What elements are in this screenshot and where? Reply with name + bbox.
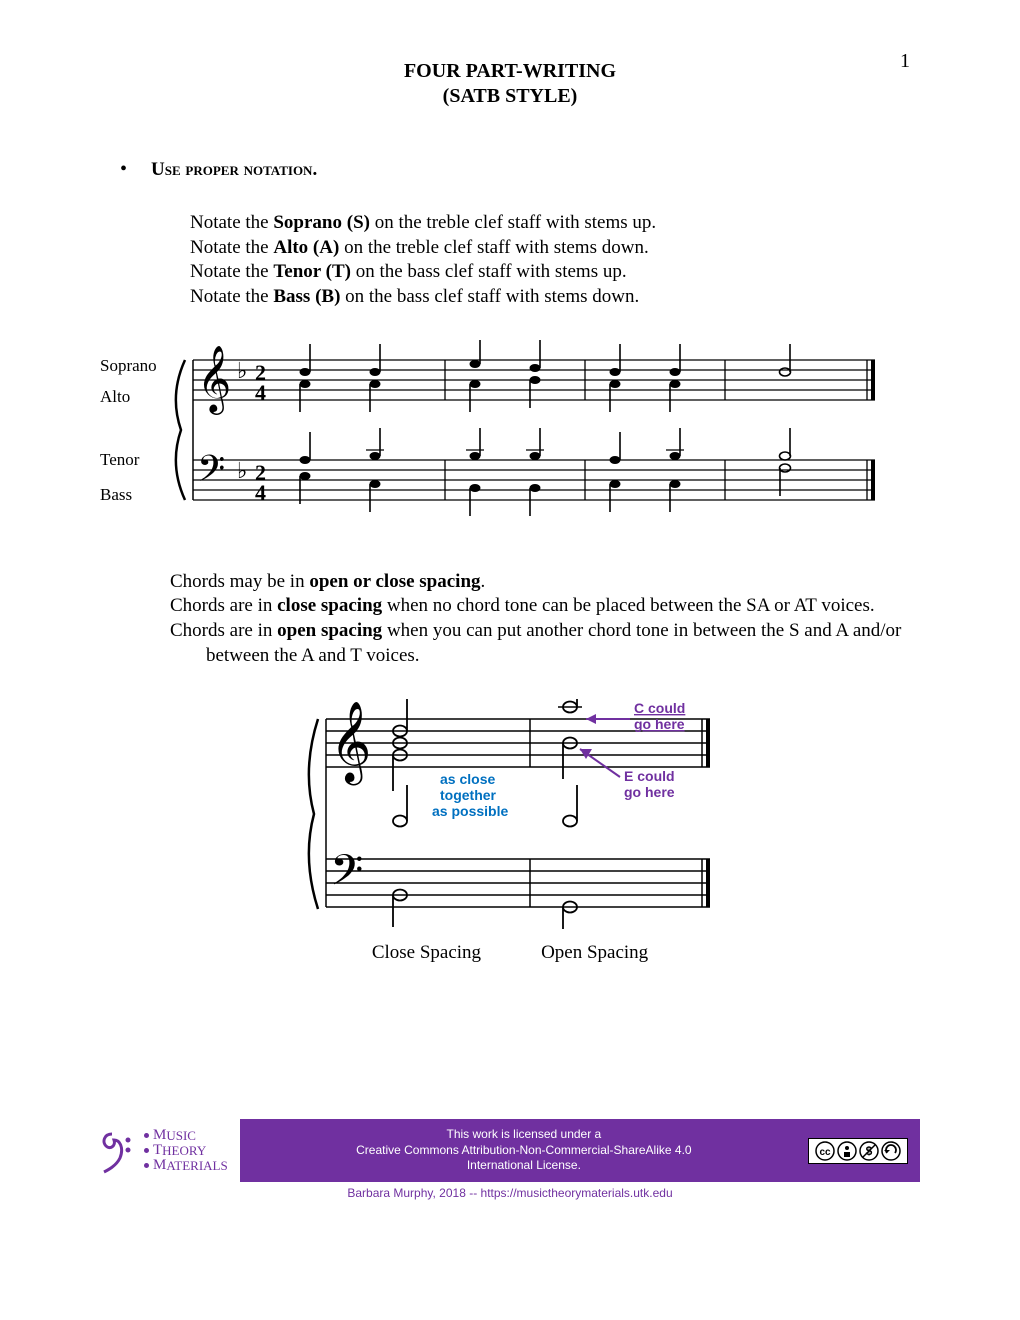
label-soprano: Soprano [100, 357, 157, 374]
license-line-2: Creative Commons Attribution-Non-Commerc… [252, 1143, 796, 1159]
grand-staff-svg: 𝄞 𝄢 ♭ ♭ 2 4 2 4 [165, 340, 885, 520]
bass-clef-icon [100, 1126, 140, 1176]
document-title: FOUR PART-WRITING [100, 60, 920, 83]
footer-attribution: Barbara Murphy, 2018 -- https://musicthe… [100, 1186, 920, 1200]
spacing-figure: 𝄞 𝄢 [100, 699, 920, 964]
svg-text:together: together [440, 787, 497, 803]
svg-text:4: 4 [255, 380, 266, 405]
document-subtitle: (SATB STYLE) [100, 85, 920, 108]
svg-text:𝄢: 𝄢 [330, 848, 363, 905]
svg-text:as close: as close [440, 771, 495, 787]
caption-open: Open Spacing [541, 942, 648, 964]
logo-line-3: MATERIALS [144, 1158, 228, 1173]
rule-soprano: Notate the Soprano (S) on the treble cle… [190, 211, 920, 236]
svg-text:𝄢: 𝄢 [197, 449, 225, 498]
spacing-staff-svg: 𝄞 𝄢 [300, 699, 720, 929]
svg-text:𝄞: 𝄞 [330, 702, 371, 785]
bullet-icon: • [120, 158, 127, 181]
spacing-p1: Chords may be in open or close spacing. [170, 570, 920, 595]
rule-alto: Notate the Alto (A) on the treble clef s… [190, 236, 920, 261]
svg-text:cc: cc [819, 1147, 831, 1158]
cc-icons: cc $ [808, 1138, 908, 1164]
license-box: This work is licensed under a Creative C… [240, 1119, 920, 1182]
page-number: 1 [900, 50, 910, 73]
section-header: • Use proper notation. [120, 158, 920, 181]
svg-text:as possible: as possible [432, 803, 508, 819]
svg-text:♭: ♭ [237, 358, 247, 383]
svg-text:go here: go here [624, 784, 675, 800]
section-header-text: Use proper notation. [151, 159, 317, 181]
spacing-p3: Chords are in open spacing when you can … [170, 619, 920, 668]
notation-rules: Notate the Soprano (S) on the treble cle… [190, 211, 920, 310]
label-tenor: Tenor [100, 451, 157, 468]
license-line-3: International License. [252, 1158, 796, 1174]
rule-tenor: Notate the Tenor (T) on the bass clef st… [190, 260, 920, 285]
svg-text:C could: C could [634, 700, 685, 716]
label-alto: Alto [100, 388, 157, 405]
page-footer: MUSIC THEORY MATERIALS This work is lice… [100, 1119, 920, 1200]
svg-text:E could: E could [624, 768, 675, 784]
label-bass: Bass [100, 486, 157, 503]
logo-line-1: MUSIC [144, 1128, 228, 1143]
spacing-p2: Chords are in close spacing when no chor… [170, 594, 920, 619]
spacing-paragraphs: Chords may be in open or close spacing. … [170, 570, 920, 669]
rule-bass: Notate the Bass (B) on the bass clef sta… [190, 285, 920, 310]
score-example-1: Soprano Alto Tenor Bass [100, 340, 920, 520]
svg-text:4: 4 [255, 480, 266, 505]
svg-text:𝄞: 𝄞 [197, 346, 231, 415]
logo-line-2: THEORY [144, 1143, 228, 1158]
svg-text:♭: ♭ [237, 458, 247, 483]
caption-close: Close Spacing [372, 942, 481, 964]
svg-text:go here: go here [634, 716, 685, 732]
license-line-1: This work is licensed under a [252, 1127, 796, 1143]
logo: MUSIC THEORY MATERIALS [100, 1126, 240, 1176]
